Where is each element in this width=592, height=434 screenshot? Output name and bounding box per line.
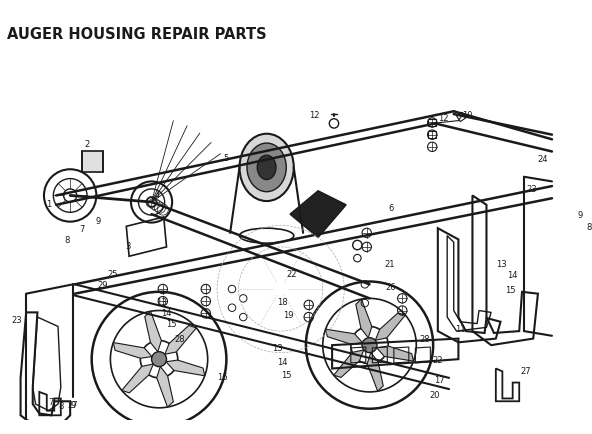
Polygon shape	[367, 353, 383, 391]
Text: AUGER HOUSING REPAIR PARTS: AUGER HOUSING REPAIR PARTS	[8, 27, 267, 42]
Polygon shape	[113, 343, 152, 358]
Text: 27: 27	[67, 400, 78, 409]
Text: 14: 14	[161, 308, 172, 317]
Text: 8: 8	[65, 235, 70, 244]
Text: 17: 17	[435, 375, 445, 385]
Text: 22: 22	[287, 269, 297, 278]
Text: 23: 23	[526, 185, 537, 194]
Polygon shape	[157, 367, 173, 407]
Text: 10: 10	[462, 110, 473, 119]
Text: 13: 13	[156, 297, 167, 306]
Text: 2: 2	[85, 140, 89, 149]
Ellipse shape	[240, 135, 294, 202]
Text: 18: 18	[277, 297, 288, 306]
Polygon shape	[122, 364, 153, 393]
Ellipse shape	[258, 156, 276, 180]
Circle shape	[362, 338, 377, 353]
Text: 9: 9	[70, 400, 76, 409]
Text: 14: 14	[507, 271, 518, 280]
Circle shape	[152, 352, 166, 367]
Text: 15: 15	[504, 285, 515, 294]
Text: 3: 3	[126, 241, 131, 250]
Text: 23: 23	[11, 316, 22, 325]
Text: 5: 5	[224, 153, 229, 162]
Text: 21: 21	[384, 260, 394, 269]
Text: 14: 14	[277, 357, 288, 366]
Polygon shape	[166, 360, 205, 376]
Polygon shape	[356, 299, 372, 338]
Text: 26: 26	[386, 282, 397, 291]
Text: 22: 22	[433, 355, 443, 364]
Text: 9: 9	[95, 217, 101, 226]
Text: 29: 29	[98, 280, 108, 289]
Text: 11: 11	[455, 324, 465, 333]
Polygon shape	[82, 152, 103, 173]
Text: 4: 4	[155, 191, 160, 200]
Text: 12: 12	[309, 110, 320, 119]
Text: 25: 25	[107, 269, 118, 278]
Text: 28: 28	[174, 334, 185, 343]
Ellipse shape	[247, 144, 287, 192]
Text: 15: 15	[166, 319, 176, 329]
Polygon shape	[144, 312, 162, 352]
Text: 13: 13	[272, 344, 282, 353]
Text: 1: 1	[46, 200, 52, 209]
Text: 16: 16	[217, 372, 228, 381]
Text: 15: 15	[281, 370, 291, 379]
Text: 19: 19	[283, 310, 294, 319]
Text: 7: 7	[49, 397, 54, 406]
Polygon shape	[326, 329, 362, 345]
Text: 6: 6	[388, 204, 394, 213]
Text: 13: 13	[496, 260, 507, 269]
Text: 28: 28	[419, 334, 430, 343]
Text: 8: 8	[58, 401, 63, 411]
Text: 7: 7	[80, 224, 85, 233]
Text: 9: 9	[577, 210, 583, 219]
Text: 12: 12	[438, 114, 449, 123]
Polygon shape	[375, 313, 406, 341]
Text: 20: 20	[430, 390, 440, 399]
Polygon shape	[165, 326, 197, 355]
Polygon shape	[334, 350, 364, 378]
Polygon shape	[290, 191, 346, 238]
Polygon shape	[377, 346, 413, 361]
Text: 8: 8	[587, 222, 592, 231]
Text: 27: 27	[520, 366, 531, 375]
Text: 24: 24	[538, 154, 548, 163]
